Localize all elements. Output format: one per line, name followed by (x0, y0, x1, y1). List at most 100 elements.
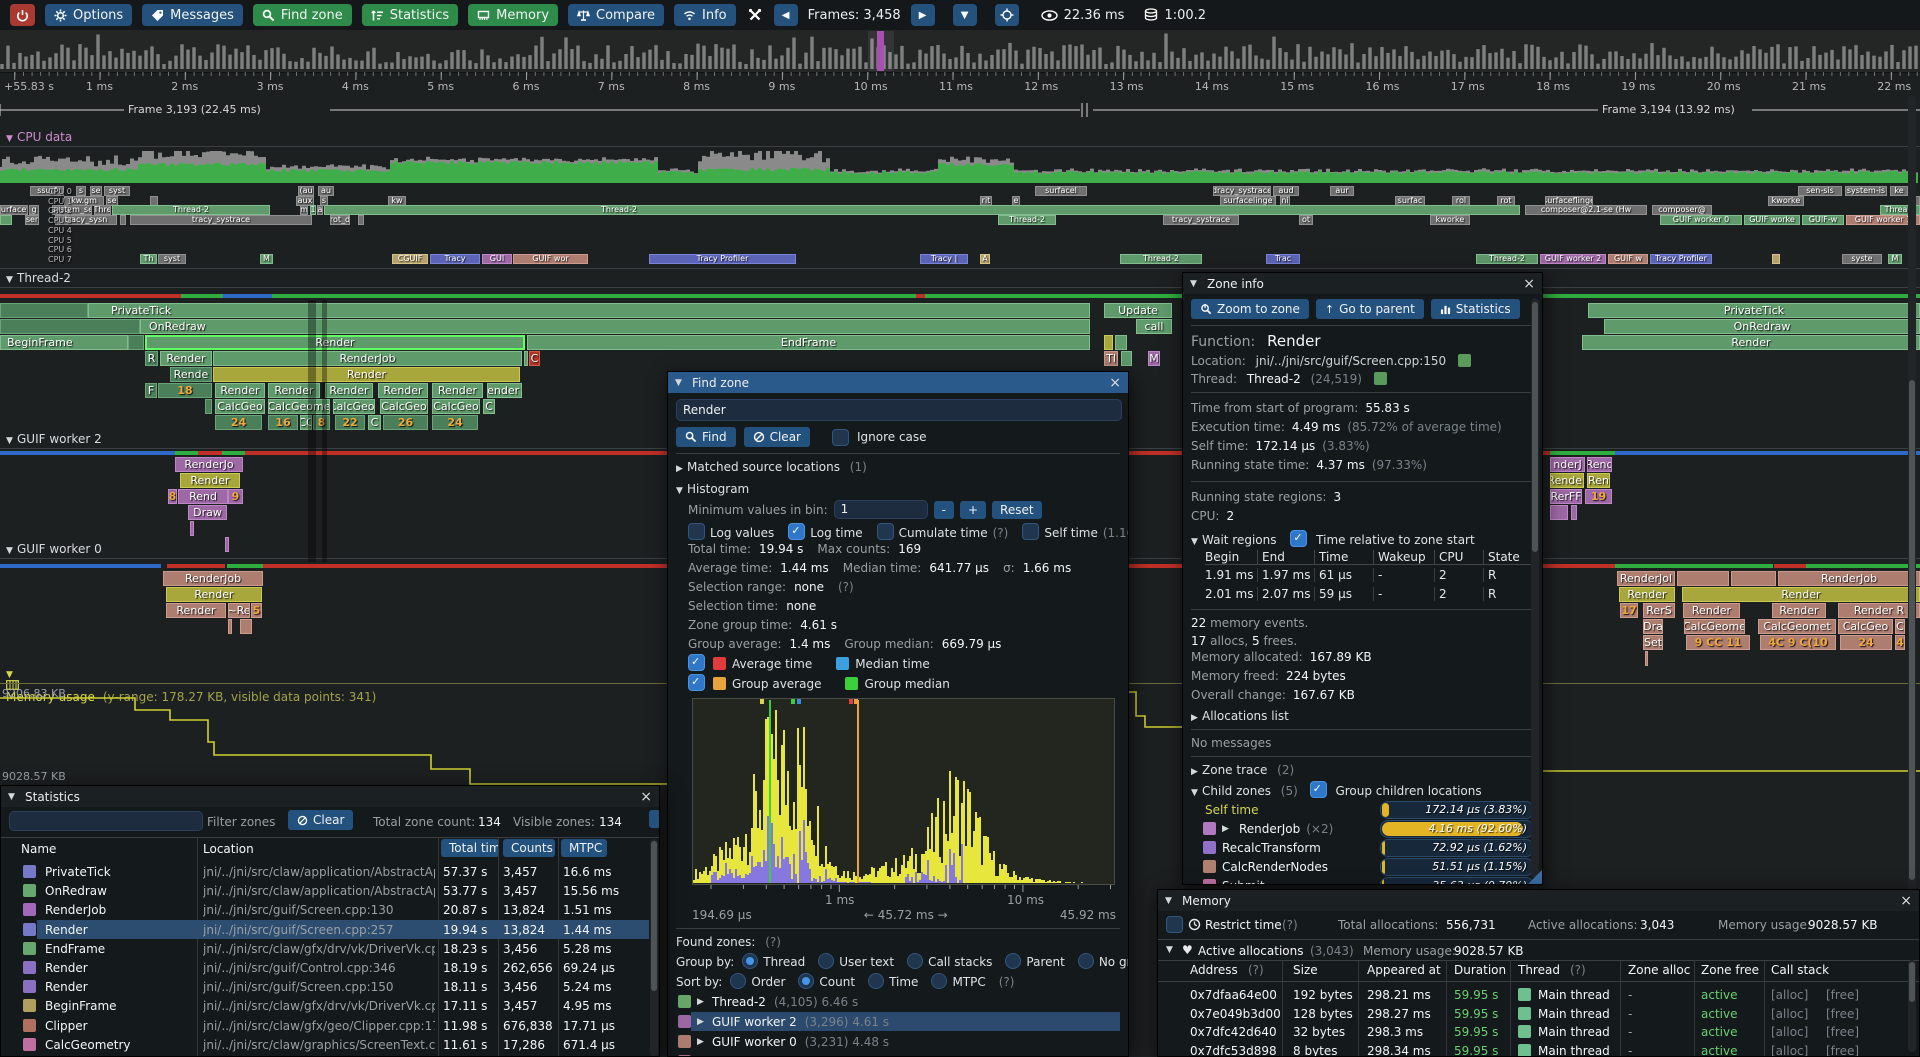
alloc-zone-free[interactable]: active (1701, 1043, 1738, 1057)
zone-trace-toggle[interactable]: ▶ Zone trace (2) (1191, 763, 1295, 777)
log-values-checkbox[interactable] (688, 523, 705, 540)
found-zones-help[interactable]: (?) (765, 935, 781, 949)
timeline-zone[interactable]: Render (215, 383, 265, 398)
close-icon[interactable]: × (1109, 374, 1121, 391)
cpu-timeline-zone[interactable]: composer@ (1652, 205, 1712, 216)
timeline-zone[interactable]: Update (1104, 303, 1172, 318)
main-vertical-scrollbar[interactable] (1908, 96, 1916, 1057)
alloc-callstack-link[interactable]: [alloc] (1771, 1025, 1809, 1039)
cpu-timeline-zone[interactable]: A (980, 253, 990, 264)
col-counts[interactable]: Counts (503, 839, 555, 857)
prev-frame-button[interactable]: ◀ (773, 4, 798, 26)
timeline-zone[interactable]: 26 (383, 415, 428, 430)
timeline-zone[interactable]: C (1895, 619, 1905, 634)
timeline-zone[interactable]: CalcGeo (432, 399, 480, 414)
statistics-row[interactable]: PrivateTick jni/../jni/src/claw/applicati… (1, 863, 659, 882)
timeline-zone[interactable]: CalcGeo (380, 399, 428, 414)
statistics-row[interactable]: CalcGeometry jni/../jni/src/claw/graphics… (1, 1036, 659, 1055)
cpu-timeline-zone[interactable]: Trac (1266, 253, 1300, 264)
timeline-zone[interactable]: 4 (1895, 635, 1905, 650)
expand-icon[interactable]: ▶ (697, 1036, 704, 1047)
expand-icon[interactable]: ▶ (697, 996, 704, 1007)
cpu-timeline-zone[interactable]: sen-sis (1798, 186, 1842, 196)
timeline-zone[interactable]: Dra (1643, 619, 1663, 634)
mem-col-header[interactable]: Duration (1454, 963, 1507, 977)
child-zone-row[interactable]: RecalcTransform 72.92 µs (1.62%) (1191, 838, 1534, 857)
cpu-timeline-zone[interactable]: aud (1273, 186, 1299, 196)
cpu-timeline-zone[interactable]: se (106, 195, 118, 206)
timeline-zone[interactable]: RenderJo (175, 457, 243, 472)
mem-col-header[interactable]: Call stack (1771, 963, 1830, 977)
statistics-row[interactable]: Render jni/../jni/src/guif/Screen.cpp:257… (1, 921, 659, 940)
timeline-zone[interactable]: 4C 9 C(10 (1760, 635, 1836, 650)
found-zone-group-row[interactable]: ▶ GUIF worker 2 (3,296) 4.61 s (676, 1012, 1120, 1031)
cpu-timeline-zone[interactable]: kworke (1430, 215, 1470, 226)
thread-section-header[interactable]: ▼ GUIF worker 2 (6, 432, 102, 446)
wait-table-row[interactable]: 2.01 ms 2.07 ms 59 µs -2 R (1205, 584, 1534, 603)
timeline-cursor[interactable] (308, 300, 316, 562)
wait-col-header[interactable]: End (1257, 550, 1314, 564)
timeline-zone[interactable] (1731, 571, 1776, 586)
expand-icon[interactable]: ▶ (697, 1016, 704, 1027)
zone-info-titlebar[interactable]: ▼ Zone info × (1183, 273, 1542, 294)
timeline-zone[interactable] (128, 335, 144, 350)
timeline-zone[interactable]: 19 (1585, 489, 1612, 504)
close-icon[interactable]: × (1523, 275, 1535, 292)
timeline-zone[interactable] (1550, 505, 1568, 520)
cpu-timeline-zone[interactable]: syste (1842, 253, 1882, 264)
timeline-zone[interactable]: RerFF (1550, 489, 1582, 504)
cpu-timeline-zone[interactable]: dracy_systrace (1213, 186, 1271, 196)
cpu-timeline-zone[interactable]: M (260, 253, 273, 264)
wait-regions-toggle[interactable]: ▼Wait regions Time relative to zone star… (1191, 530, 1534, 547)
statistics-row[interactable]: OnRedraw jni/../jni/src/claw/application/… (1, 882, 659, 901)
filter-zones-input[interactable] (9, 811, 203, 831)
cpu-timeline-zone[interactable] (1772, 253, 1780, 264)
search-input[interactable]: Render (676, 399, 1122, 421)
cpu-timeline-zone[interactable]: m (300, 205, 308, 216)
histogram-plot[interactable] (692, 698, 1115, 885)
timeline-zone[interactable]: OnRedraw (1604, 319, 1920, 334)
timeline-zone[interactable]: 24 (215, 415, 262, 430)
child-zones-toggle[interactable]: ▼Child zones (5) Group children location… (1191, 781, 1534, 798)
memory-button[interactable]: Memory (468, 4, 559, 26)
timeline-zone[interactable]: Render (378, 383, 428, 398)
cpu-timeline-zone[interactable]: Thread-2 (112, 205, 270, 216)
timeline-zone[interactable]: CalcGeo (1838, 619, 1893, 634)
cpu-timeline-zone[interactable]: se (90, 186, 102, 196)
statistics-row[interactable]: BeginFrame jni/../jni/src/claw/gfx/drv/vk… (1, 997, 659, 1016)
wait-col-header[interactable]: State (1483, 550, 1528, 564)
sort-by-radio-mtpc[interactable] (931, 973, 948, 989)
mem-col-header[interactable]: Size (1293, 963, 1318, 977)
cpu-timeline-zone[interactable]: GUIF-w (1802, 215, 1844, 226)
wait-col-header[interactable]: Wakeup (1373, 550, 1434, 564)
timeline-zone[interactable]: RerS (1643, 603, 1675, 618)
timeline-zone[interactable]: PrivateTick (1588, 303, 1920, 318)
free-callstack-link[interactable]: [free] (1826, 1006, 1860, 1021)
cpu-timeline-zone[interactable]: surfaceflinge (1545, 195, 1593, 206)
statistics-row[interactable]: Render jni/../jni/src/guif/Screen.cpp:150… (1, 978, 659, 997)
statistics-row[interactable]: RenderJob jni/../jni/src/guif/Screen.cpp:… (1, 901, 659, 920)
child-zone-row[interactable]: Submit 35.63 µs (0.79%) (1191, 876, 1534, 884)
child-zone-row[interactable]: Self time 172.14 µs (3.83%) (1191, 800, 1534, 819)
child-zone-row[interactable]: ▶ RenderJob (×2) 4.16 ms (92.60%) (1191, 819, 1534, 838)
timeline-zone[interactable]: call (1136, 319, 1172, 334)
timeline-zone[interactable] (205, 399, 212, 414)
collapse-icon[interactable]: ▼ (1165, 895, 1172, 906)
timeline-zone[interactable]: CalcGeome (268, 399, 330, 414)
clear-button[interactable]: Clear (743, 427, 810, 447)
self-time-checkbox[interactable] (1022, 523, 1040, 540)
group-row-content[interactable]: ▶ GUIF worker 0 (3,231) 4.48 s (691, 1032, 1120, 1051)
timeline-zone[interactable]: Rend (1587, 457, 1612, 472)
zoom-to-zone-button[interactable]: Zoom to zone (1191, 299, 1309, 319)
timeline-zone[interactable]: Set (1643, 635, 1663, 650)
cpu-timeline-zone[interactable]: GUIF w (1608, 253, 1648, 264)
group-by-radio-call-stacks[interactable] (907, 953, 924, 969)
cpu-timeline-zone[interactable]: Tracy Profiler (1650, 253, 1712, 264)
memory-allocation-row[interactable]: 0x7dfc53d898 8 bytes 298.34 ms 59.95 s Main … (1158, 1042, 1919, 1057)
statistics-titlebar[interactable]: ▼ Statistics × (1, 786, 659, 807)
partial-button[interactable] (649, 810, 659, 828)
next-frame-button[interactable]: ▶ (910, 4, 935, 26)
timeline-zone[interactable]: EndFrame (527, 335, 1090, 350)
sort-by-radio-count[interactable] (798, 973, 815, 989)
timeline-zone[interactable]: Render (145, 335, 525, 350)
